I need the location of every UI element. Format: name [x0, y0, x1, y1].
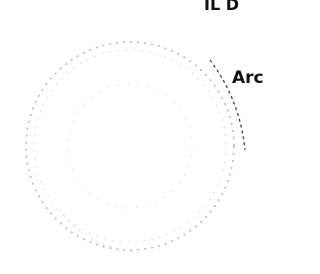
- page: IL D Arc (() => { const data = JSON.pars…: [0, 0, 272, 274]
- body-text: Arc: [232, 68, 264, 88]
- header-text: IL D: [204, 0, 239, 14]
- stamp: [26, 42, 245, 252]
- scan: IL D Arc: [0, 0, 272, 274]
